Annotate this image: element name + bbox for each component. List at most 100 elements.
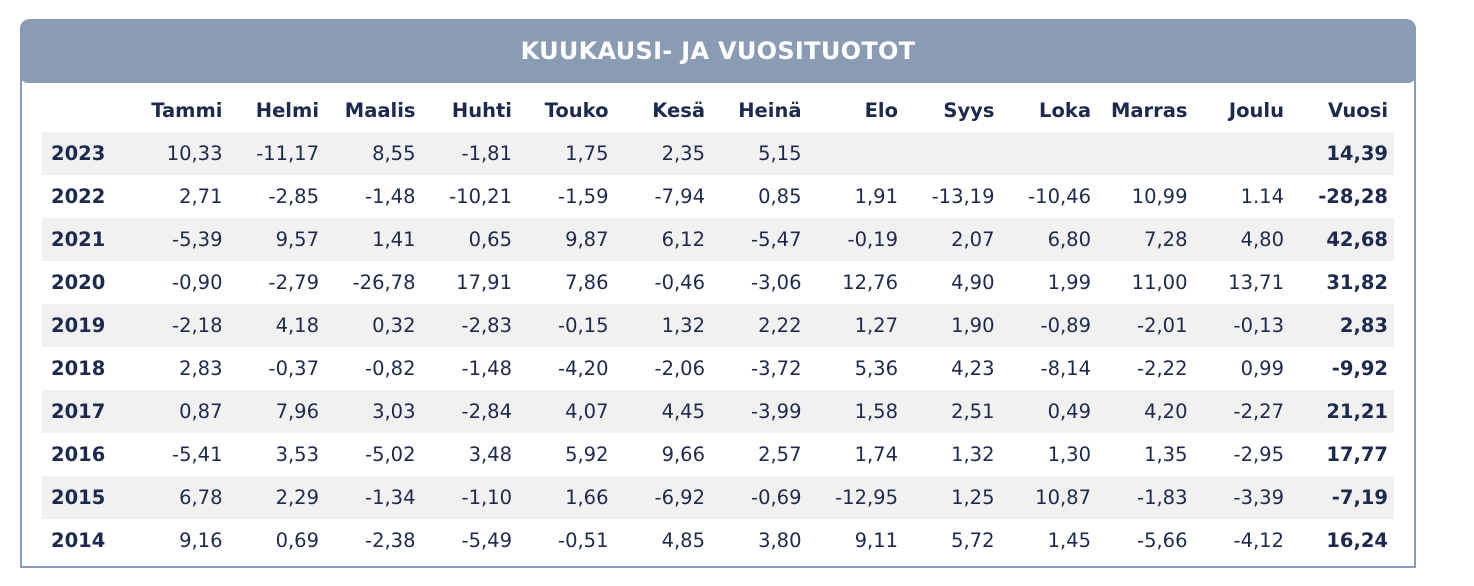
month-value-cell: 3,48 xyxy=(468,443,512,466)
month-value-cell: 2,71 xyxy=(179,185,223,208)
month-value-cell xyxy=(807,132,904,175)
month-value-cell: 8,55 xyxy=(325,132,422,175)
annual-value-cell: -28,28 xyxy=(1318,185,1388,208)
title-bar: KUUKAUSI- JA VUOSITUOTOT xyxy=(20,19,1416,83)
year-cell: 2018 xyxy=(51,357,106,380)
month-value-cell: 1,66 xyxy=(518,476,615,519)
month-value-cell: -2,01 xyxy=(1097,304,1194,347)
month-value-cell: 4,07 xyxy=(518,390,615,433)
year-cell: 2020 xyxy=(51,271,106,294)
month-value-cell: -7,94 xyxy=(654,185,705,208)
column-header-month: Syys xyxy=(943,99,995,122)
month-value-cell: -1,59 xyxy=(558,185,609,208)
month-value-cell: -2,95 xyxy=(1233,443,1284,466)
month-value-cell: 0,49 xyxy=(1000,390,1097,433)
month-value-cell: -2,85 xyxy=(268,185,319,208)
month-value-cell: -12,95 xyxy=(807,476,904,519)
month-value-cell: -4,20 xyxy=(558,357,609,380)
month-value-cell: 7,86 xyxy=(565,271,609,294)
month-value-cell: -0,13 xyxy=(1193,304,1290,347)
month-value-cell xyxy=(904,132,1001,175)
month-value-cell xyxy=(1000,132,1097,175)
month-value-cell: 0,69 xyxy=(275,529,319,552)
month-value-cell: -13,19 xyxy=(931,185,995,208)
month-value-cell: 1,32 xyxy=(614,304,711,347)
table-row: 2018 2,83 -0,37 -0,82 -1,48 -4,20 -2,06 -3,72 5,… xyxy=(42,347,1394,390)
month-value-cell: -3,72 xyxy=(751,357,802,380)
month-value-cell: 2,29 xyxy=(228,476,325,519)
month-value-cell: -0,19 xyxy=(807,218,904,261)
month-value-cell: 9,16 xyxy=(179,529,223,552)
month-value-cell: 11,00 xyxy=(1131,271,1188,294)
month-value-cell: 1.14 xyxy=(1240,185,1284,208)
month-value-cell: 3,53 xyxy=(275,443,319,466)
column-header-month: Heinä xyxy=(738,99,802,122)
month-value-cell: 5,92 xyxy=(565,443,609,466)
month-value-cell: 9,66 xyxy=(661,443,705,466)
month-value-cell: -4,12 xyxy=(1233,529,1284,552)
month-value-cell: -2,22 xyxy=(1137,357,1188,380)
column-header-annual: Vuosi xyxy=(1328,99,1388,122)
month-value-cell: -2,06 xyxy=(654,357,705,380)
month-value-cell: 10,33 xyxy=(132,132,229,175)
table-body: 2023 10,33 -11,17 8,55 -1,81 1,75 2,35 5,15 14,3… xyxy=(42,132,1394,562)
month-value-cell: 5,36 xyxy=(854,357,898,380)
column-header-month: Loka xyxy=(1039,99,1091,122)
annual-value-cell: -9,92 xyxy=(1331,357,1388,380)
header-row: Tammi Helmi Maalis Huhti Touko Kesä Heinä Elo Sy… xyxy=(42,89,1394,132)
month-value-cell: 13,71 xyxy=(1228,271,1284,294)
year-cell: 2022 xyxy=(51,185,106,208)
month-value-cell: 0,32 xyxy=(325,304,422,347)
year-cell: 2023 xyxy=(42,132,132,175)
month-value-cell: -1,48 xyxy=(461,357,512,380)
month-value-cell: -5,02 xyxy=(365,443,416,466)
month-value-cell: 2,51 xyxy=(904,390,1001,433)
table-row: 2019 -2,18 4,18 0,32 -2,83 -0,15 1,32 2,22 1,27 1… xyxy=(42,304,1394,347)
month-value-cell: -6,92 xyxy=(614,476,711,519)
annual-value-cell: 2,83 xyxy=(1290,304,1394,347)
month-value-cell: -10,46 xyxy=(1028,185,1091,208)
table-row: 2022 2,71 -2,85 -1,48 -10,21 -1,59 -7,94 0,85 1,… xyxy=(42,175,1394,218)
column-header-month: Helmi xyxy=(255,99,319,122)
month-value-cell: 17,91 xyxy=(456,271,512,294)
table-row: 2021 -5,39 9,57 1,41 0,65 9,87 6,12 -5,47 -0,19 2… xyxy=(42,218,1394,261)
annual-value-cell: 31,82 xyxy=(1326,271,1388,294)
month-value-cell: -0,69 xyxy=(711,476,808,519)
annual-value-cell: 16,24 xyxy=(1326,529,1388,552)
month-value-cell: 9,11 xyxy=(854,529,898,552)
year-cell: 2016 xyxy=(51,443,106,466)
month-value-cell: -2,79 xyxy=(268,271,319,294)
month-value-cell: -2,27 xyxy=(1193,390,1290,433)
month-value-cell: 3,80 xyxy=(758,529,802,552)
column-header-month: Joulu xyxy=(1228,99,1284,122)
month-value-cell: -1,34 xyxy=(325,476,422,519)
column-header-month: Kesä xyxy=(652,99,705,122)
column-header-month: Touko xyxy=(544,99,609,122)
annual-value-cell: 17,77 xyxy=(1326,443,1388,466)
month-value-cell: -5,47 xyxy=(711,218,808,261)
month-value-cell: 1,30 xyxy=(1047,443,1091,466)
month-value-cell: 10,87 xyxy=(1000,476,1097,519)
month-value-cell: -3,39 xyxy=(1193,476,1290,519)
month-value-cell: -2,18 xyxy=(132,304,229,347)
month-value-cell: -0,90 xyxy=(172,271,223,294)
month-value-cell: 1,91 xyxy=(854,185,898,208)
column-header-month: Marras xyxy=(1110,99,1188,122)
month-value-cell: -1,48 xyxy=(365,185,416,208)
month-value-cell: 1,45 xyxy=(1047,529,1091,552)
month-value-cell: -2,83 xyxy=(421,304,518,347)
month-value-cell: -1,10 xyxy=(421,476,518,519)
year-cell: 2017 xyxy=(42,390,132,433)
month-value-cell: 0,85 xyxy=(758,185,802,208)
month-value-cell: 2,57 xyxy=(758,443,802,466)
month-value-cell: 1,75 xyxy=(518,132,615,175)
month-value-cell: 9,57 xyxy=(228,218,325,261)
month-value-cell: -0,37 xyxy=(268,357,319,380)
month-value-cell: -2,84 xyxy=(421,390,518,433)
month-value-cell: 3,03 xyxy=(325,390,422,433)
table-row: 2016 -5,41 3,53 -5,02 3,48 5,92 9,66 2,57 1,74 1,… xyxy=(42,433,1394,476)
month-value-cell: 10,99 xyxy=(1131,185,1188,208)
year-cell: 2019 xyxy=(42,304,132,347)
month-value-cell: 0,87 xyxy=(132,390,229,433)
month-value-cell: 1,58 xyxy=(807,390,904,433)
